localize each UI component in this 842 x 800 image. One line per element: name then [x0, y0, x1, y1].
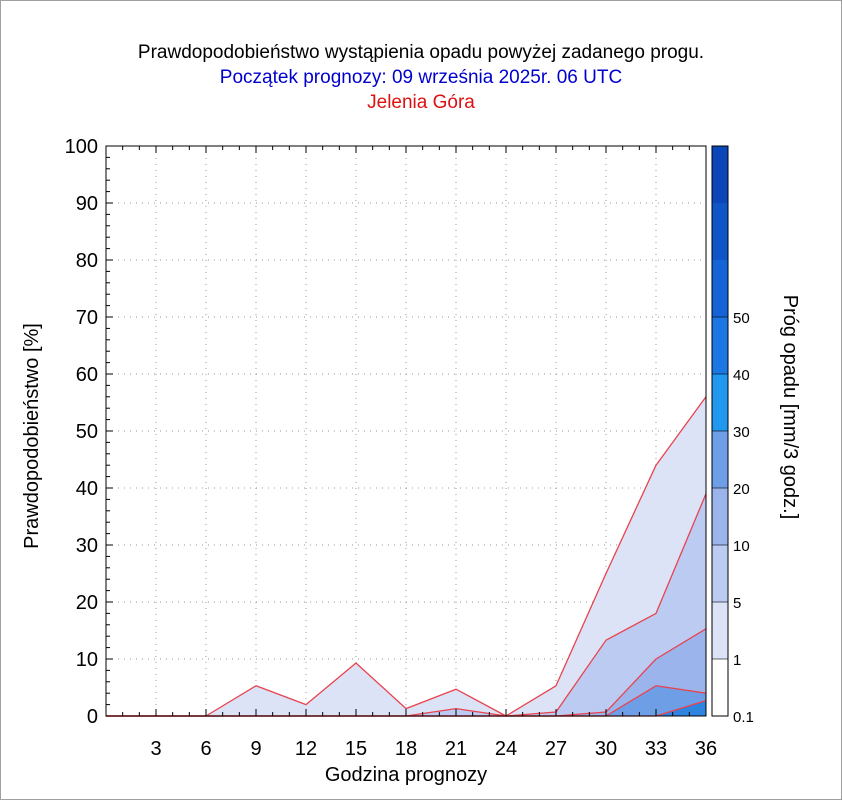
location-subtitle: Jelenia Góra — [367, 92, 475, 113]
x-tick-label: 3 — [150, 738, 161, 760]
colorbar-label: 20 — [733, 481, 750, 498]
colorbar-segment — [712, 488, 728, 545]
x-tick-label: 18 — [395, 738, 417, 760]
colorbar-label: 5 — [733, 595, 741, 612]
y-tick-label: 0 — [87, 706, 98, 728]
area-threshold-10 — [106, 685, 706, 716]
chart-title: Prawdopodobieństwo wystąpienia opadu pow… — [137, 42, 705, 63]
y-tick-label: 50 — [76, 421, 98, 443]
y-tick-label: 20 — [76, 592, 98, 614]
colorbar-label: 10 — [733, 538, 750, 555]
x-tick-label: 24 — [495, 738, 517, 760]
x-tick-label: 33 — [645, 738, 667, 760]
y-tick-label: 100 — [65, 136, 98, 158]
colorbar-segment — [712, 431, 728, 488]
x-tick-label: 15 — [345, 738, 367, 760]
colorbar-segment — [712, 374, 728, 431]
colorbar-segment — [712, 146, 728, 203]
colorbar-label: 50 — [733, 310, 750, 327]
colorbar-label: 0.1 — [733, 709, 754, 726]
x-tick-label: 12 — [295, 738, 317, 760]
colorbar-segment — [712, 545, 728, 602]
y-tick-label: 10 — [76, 649, 98, 671]
colorbar-segment — [712, 317, 728, 374]
x-tick-label: 6 — [200, 738, 211, 760]
x-axis-label: Godzina prognozy — [325, 764, 487, 786]
x-tick-label: 9 — [250, 738, 261, 760]
colorbar-label: 30 — [733, 424, 750, 441]
x-tick-label: 30 — [595, 738, 617, 760]
y-tick-label: 80 — [76, 250, 98, 272]
x-tick-label: 27 — [545, 738, 567, 760]
y-tick-label: 90 — [76, 193, 98, 215]
y-tick-label: 60 — [76, 364, 98, 386]
colorbar-segment — [712, 203, 728, 260]
y-tick-label: 40 — [76, 478, 98, 500]
colorbar-segment — [712, 602, 728, 659]
y-tick-label: 30 — [76, 535, 98, 557]
y-axis-label: Prawdopodobieństwo [%] — [21, 323, 43, 549]
x-tick-label: 36 — [695, 738, 717, 760]
x-tick-label: 21 — [445, 738, 467, 760]
y-tick-label: 70 — [76, 307, 98, 329]
colorbar-axis-label: Próg opadu [mm/3 godz.] — [779, 295, 801, 520]
colorbar-segment — [712, 260, 728, 317]
colorbar-label: 40 — [733, 367, 750, 384]
forecast-start-subtitle: Początek prognozy: 09 września 2025r. 06… — [219, 67, 623, 88]
colorbar-label: 1 — [733, 652, 741, 669]
colorbar-segment — [712, 659, 728, 716]
